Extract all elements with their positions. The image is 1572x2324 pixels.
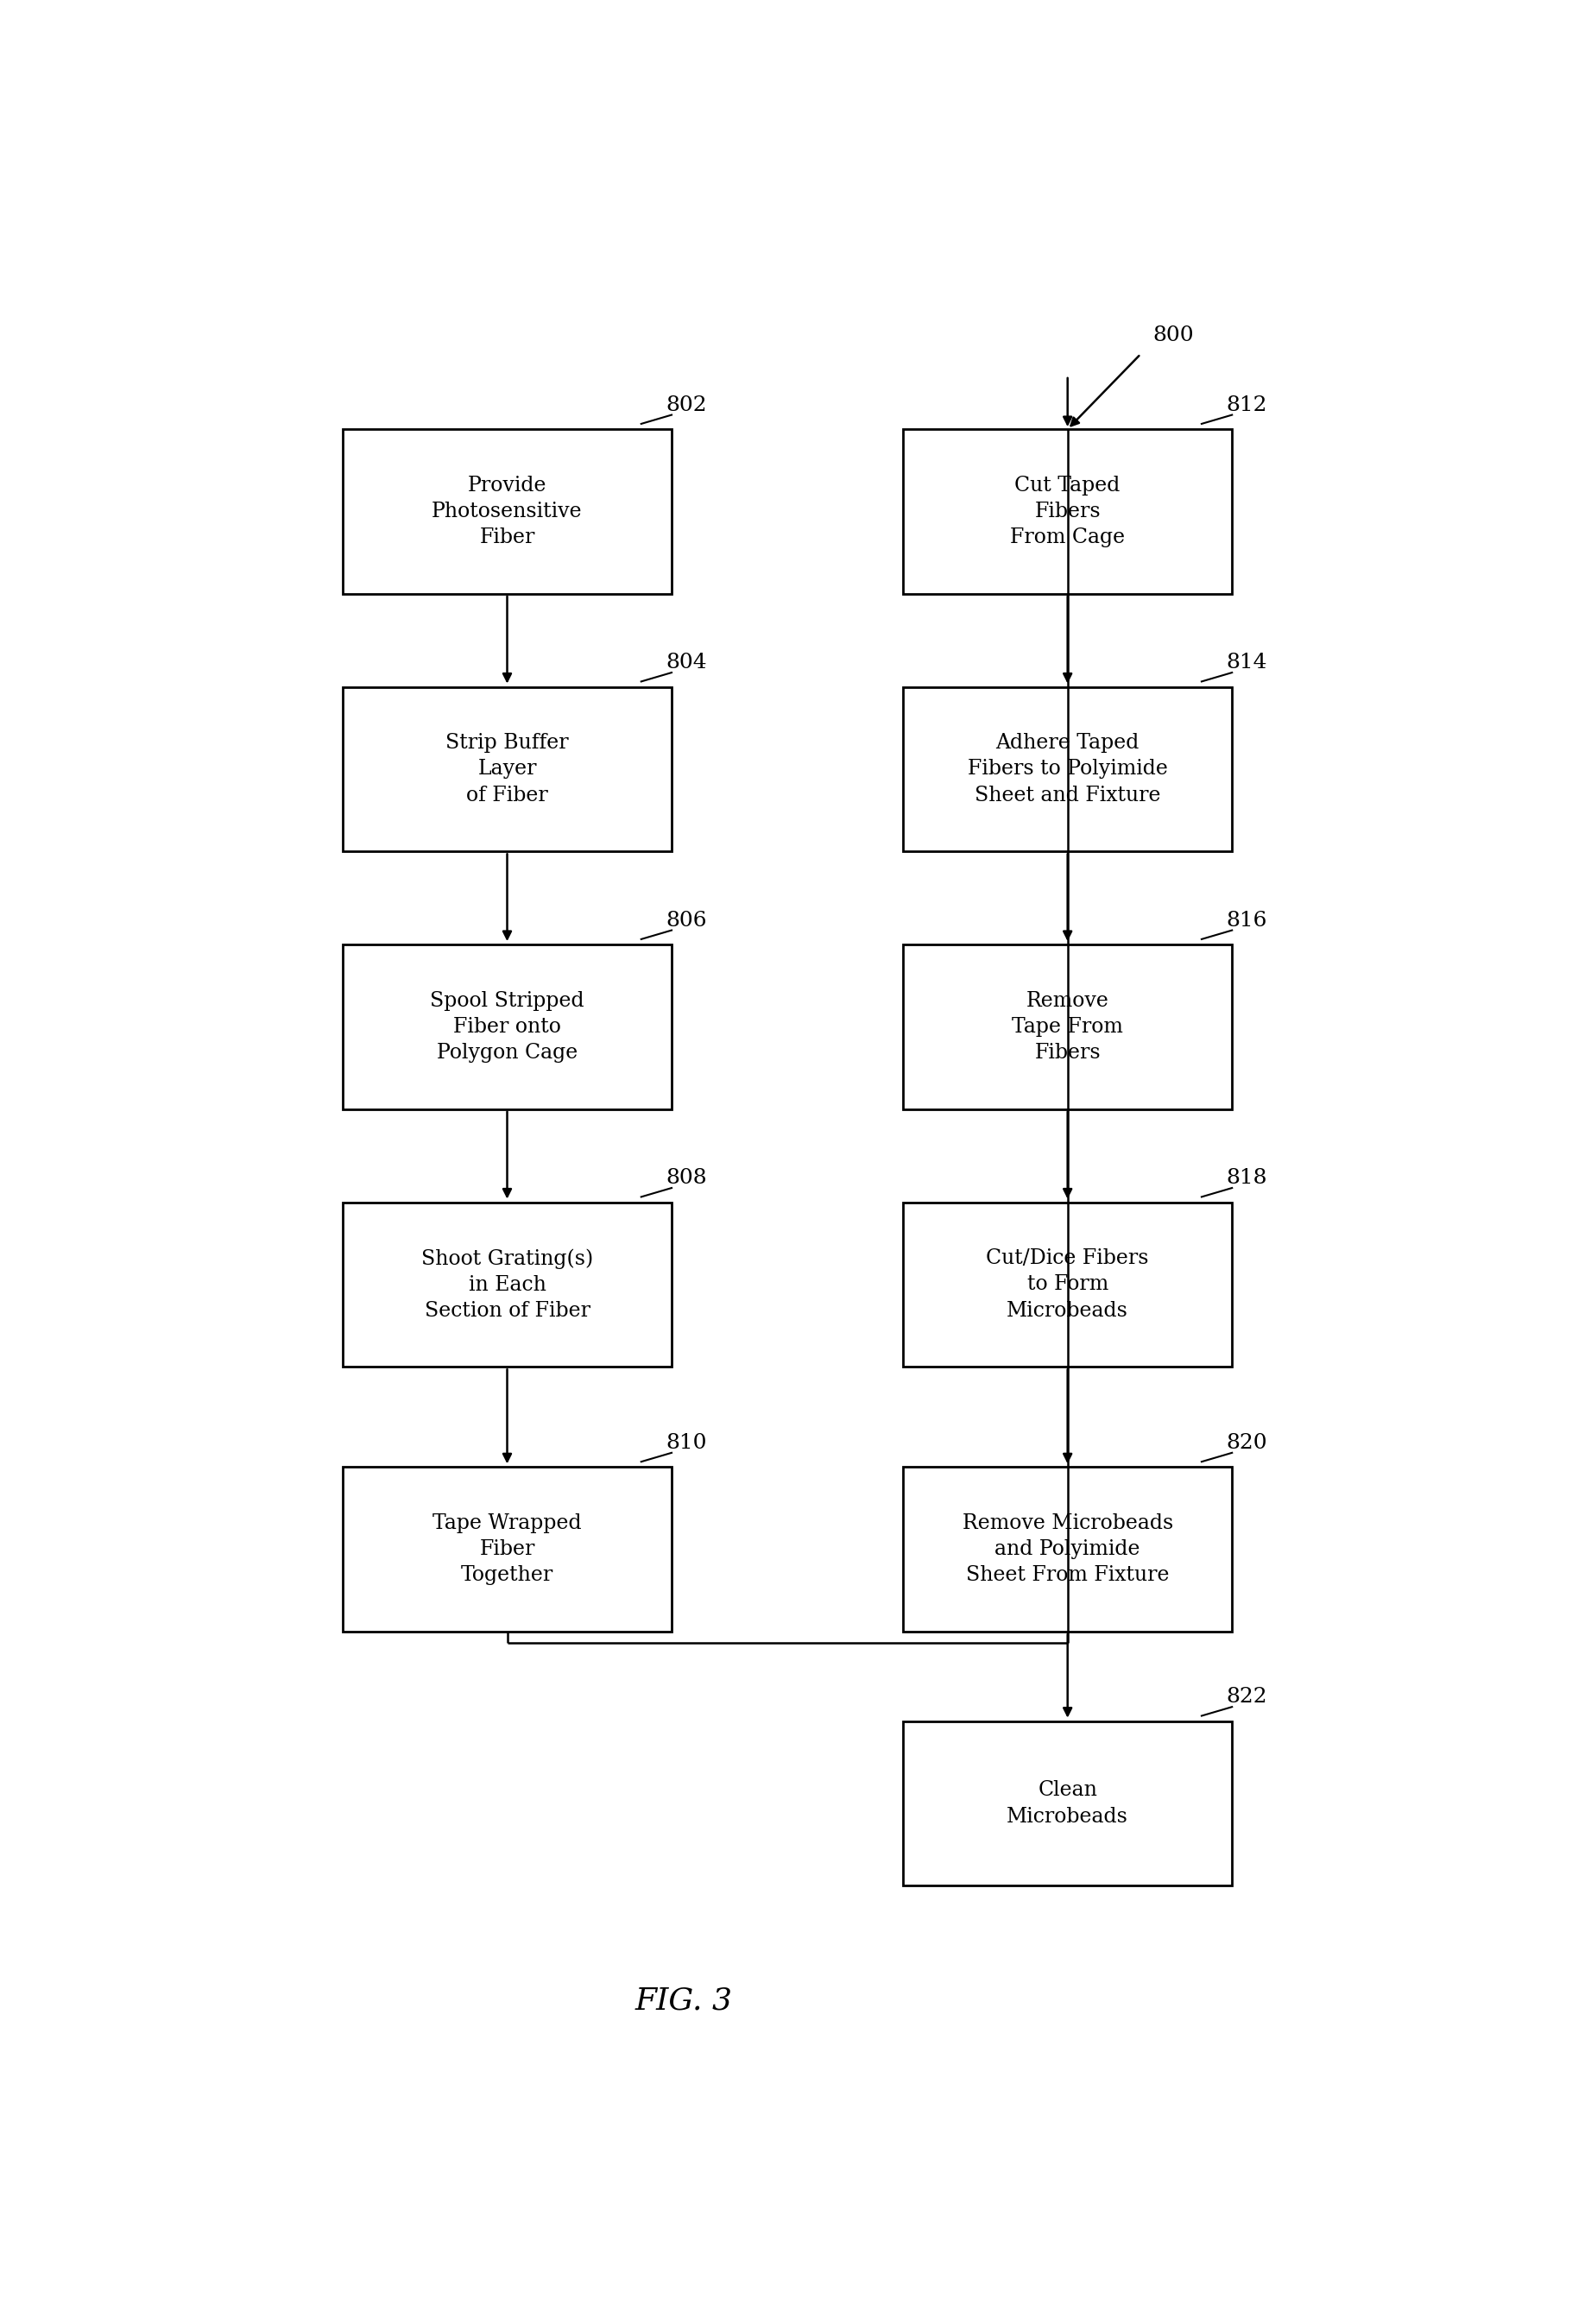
Bar (343, 430, 671, 595)
Bar (343, 944, 671, 1109)
Text: 800: 800 (1152, 325, 1195, 344)
Bar (343, 688, 671, 851)
Text: 806: 806 (665, 911, 707, 930)
Text: Shoot Grating(s)
in Each
Section of Fiber: Shoot Grating(s) in Each Section of Fibe… (421, 1248, 593, 1320)
Text: Tape Wrapped
Fiber
Together: Tape Wrapped Fiber Together (432, 1513, 582, 1585)
Bar (343, 1466, 671, 1631)
Text: 808: 808 (665, 1169, 707, 1188)
Bar (902, 1202, 1232, 1367)
Text: Adhere Taped
Fibers to Polyimide
Sheet and Fixture: Adhere Taped Fibers to Polyimide Sheet a… (967, 732, 1168, 804)
Bar (902, 944, 1232, 1109)
Text: 804: 804 (665, 653, 707, 672)
Text: Cut/Dice Fibers
to Form
Microbeads: Cut/Dice Fibers to Form Microbeads (986, 1248, 1149, 1320)
Text: 814: 814 (1226, 653, 1267, 672)
Bar (902, 1722, 1232, 1885)
Text: 812: 812 (1226, 395, 1267, 416)
Text: Clean
Microbeads: Clean Microbeads (1006, 1780, 1129, 1827)
Text: 816: 816 (1226, 911, 1267, 930)
Text: 822: 822 (1226, 1687, 1267, 1706)
Text: 802: 802 (665, 395, 707, 416)
Text: 818: 818 (1226, 1169, 1267, 1188)
Bar (902, 1466, 1232, 1631)
Text: Cut Taped
Fibers
From Cage: Cut Taped Fibers From Cage (1011, 476, 1126, 548)
Text: Strip Buffer
Layer
of Fiber: Strip Buffer Layer of Fiber (445, 732, 569, 804)
Text: FIG. 3: FIG. 3 (635, 1985, 733, 2015)
Bar (902, 430, 1232, 595)
Text: Remove
Tape From
Fibers: Remove Tape From Fibers (1012, 990, 1124, 1062)
Text: Remove Microbeads
and Polyimide
Sheet From Fixture: Remove Microbeads and Polyimide Sheet Fr… (962, 1513, 1173, 1585)
Text: 810: 810 (665, 1434, 706, 1452)
Text: Provide
Photosensitive
Fiber: Provide Photosensitive Fiber (432, 476, 583, 548)
Text: 820: 820 (1226, 1434, 1267, 1452)
Bar (343, 1202, 671, 1367)
Bar (902, 688, 1232, 851)
Text: Spool Stripped
Fiber onto
Polygon Cage: Spool Stripped Fiber onto Polygon Cage (431, 990, 585, 1062)
